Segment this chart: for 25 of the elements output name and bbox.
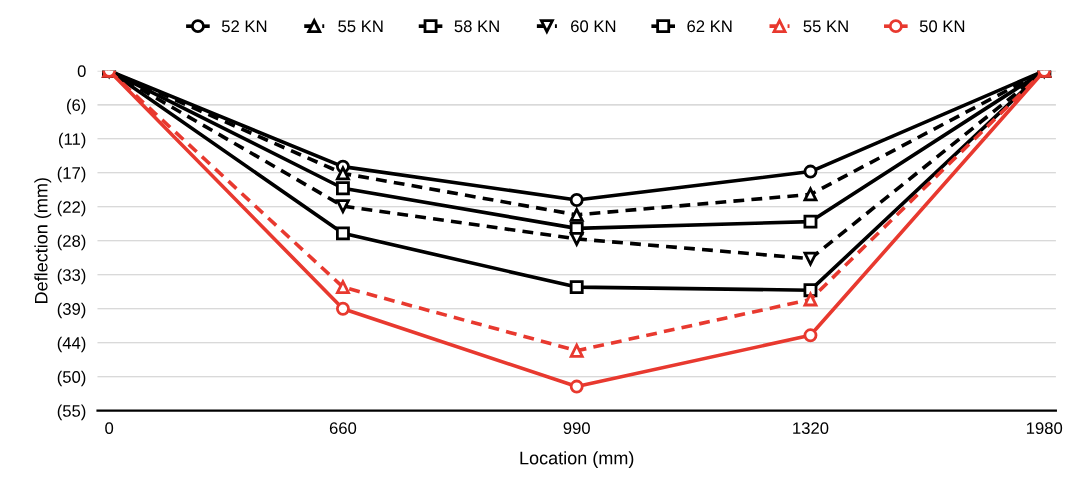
- y-tick-label: 0: [77, 65, 86, 78]
- y-tick-label: (44): [57, 336, 86, 353]
- x-axis-title: Location (mm): [520, 451, 634, 469]
- legend-label: 52 KN: [221, 20, 267, 33]
- y-tick-label: (28): [57, 234, 86, 251]
- legend-label: 58 KN: [454, 20, 499, 33]
- y-tick-label: (11): [58, 132, 86, 149]
- y-tick-label: (55): [57, 404, 86, 421]
- y-tick-label: (33): [57, 268, 86, 285]
- y-tick-label: (50): [57, 370, 86, 387]
- legend-label: 55 KN: [338, 20, 383, 33]
- y-tick-label: (6): [67, 98, 86, 115]
- y-tick-label: (39): [57, 302, 86, 319]
- y-tick-label: (17): [57, 166, 86, 183]
- x-tick-label: 1320: [793, 422, 829, 435]
- x-tick-label: 0: [105, 422, 114, 435]
- legend-label: 62 KN: [687, 20, 732, 33]
- y-axis-title: Deflection (mm): [34, 178, 52, 303]
- y-tick-label: (22): [57, 200, 86, 217]
- x-tick-label: 990: [563, 422, 590, 435]
- x-tick-label: 1980: [1026, 422, 1063, 435]
- legend-label: 55 KN: [803, 20, 848, 33]
- legend-label: 60 KN: [571, 20, 616, 33]
- legend-label: 50 KN: [919, 20, 965, 33]
- x-tick-label: 660: [329, 422, 357, 435]
